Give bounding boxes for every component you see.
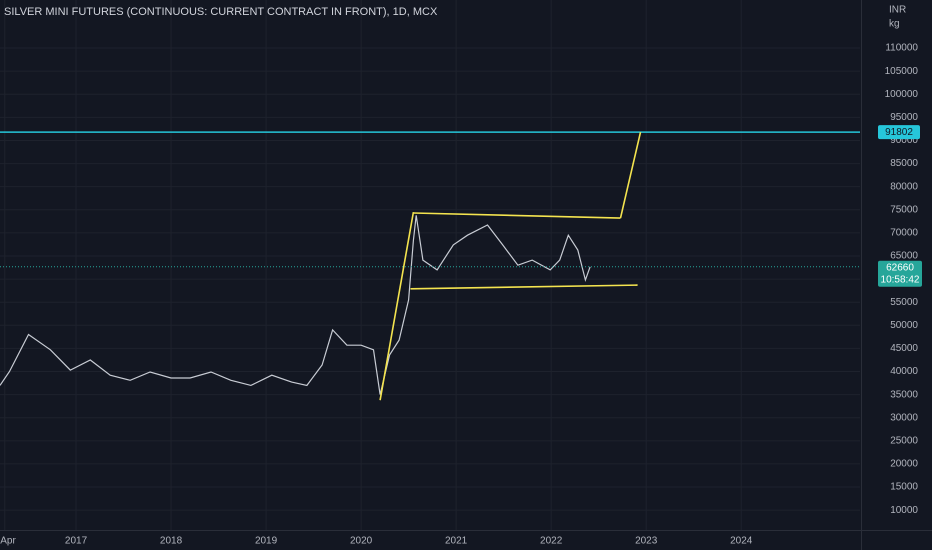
y-tick-label: 105000 [885,66,919,77]
trend-line [619,132,642,219]
x-tick-label: 2024 [730,536,753,547]
y-tick-label: 40000 [890,366,918,377]
y-tick-label: 100000 [885,89,919,100]
x-tick-label: 2017 [65,536,88,547]
y-tick-label: 75000 [890,204,918,215]
x-tick-label: 2022 [540,536,563,547]
x-tick-label: 2018 [160,536,183,547]
price-line [0,215,591,395]
trend-line [413,212,621,219]
axes: 10000 15000 20000 25000 30000 35000 40000 45000… [0,43,922,547]
last-price-label: 62660 [886,262,914,273]
plot [0,131,860,401]
x-tick-label: 2019 [255,536,278,547]
y-tick-label: 80000 [890,181,918,192]
trend-line [410,284,638,290]
unit-label: kg [889,19,900,30]
y-tick-label: 65000 [890,251,918,262]
hline-label: 91802 [885,127,913,138]
y-tick-label: 95000 [890,112,918,123]
y-tick-label: 70000 [890,228,918,239]
grid [0,0,860,530]
y-tick-label: 50000 [890,320,918,331]
y-tick-label: 55000 [890,297,918,308]
x-tick-label: 2020 [350,536,373,547]
y-tick-label: 35000 [890,389,918,400]
x-tick-label: 2023 [635,536,658,547]
currency-label: INR [889,5,906,16]
last-price-box [878,260,922,287]
y-tick-label: 15000 [890,482,918,493]
y-tick-label: 10000 [890,505,918,516]
y-tick-label: 25000 [890,435,918,446]
countdown-label: 10:58:42 [881,274,920,285]
x-tick-label: 2021 [445,536,468,547]
y-tick-label: 90000 [890,135,918,146]
y-tick-label: 45000 [890,343,918,354]
x-tick-label: Apr [0,536,16,547]
y-tick-label: 110000 [885,43,918,54]
trend-line [379,211,415,401]
chart-title: SILVER MINI FUTURES (CONTINUOUS: CURRENT… [4,6,438,18]
y-tick-label: 20000 [890,459,918,470]
y-tick-label: 85000 [890,158,918,169]
hline-label-box [878,125,920,140]
y-tick-label: 30000 [890,412,918,423]
